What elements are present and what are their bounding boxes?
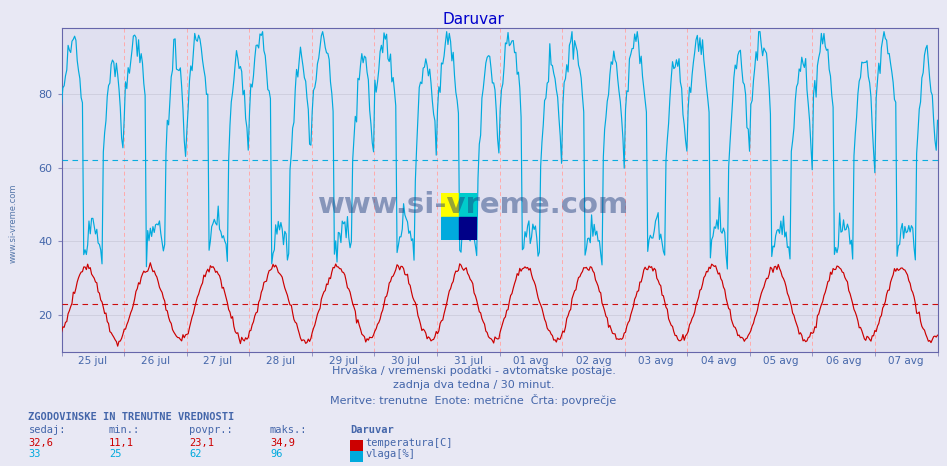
Text: www.si-vreme.com: www.si-vreme.com bbox=[9, 184, 18, 263]
Text: sedaj:: sedaj: bbox=[28, 425, 66, 435]
Text: 33: 33 bbox=[28, 449, 41, 459]
Text: min.:: min.: bbox=[109, 425, 140, 435]
Bar bbox=[459, 193, 477, 217]
Text: Daruvar: Daruvar bbox=[350, 425, 394, 435]
Text: maks.:: maks.: bbox=[270, 425, 308, 435]
Text: www.si-vreme.com: www.si-vreme.com bbox=[318, 191, 629, 219]
Bar bbox=[441, 193, 459, 217]
Text: 32,6: 32,6 bbox=[28, 438, 53, 448]
Text: 11,1: 11,1 bbox=[109, 438, 134, 448]
Text: Daruvar: Daruvar bbox=[442, 12, 505, 27]
Text: vlaga[%]: vlaga[%] bbox=[366, 449, 416, 459]
Text: zadnja dva tedna / 30 minut.: zadnja dva tedna / 30 minut. bbox=[393, 380, 554, 390]
Text: Hrvaška / vremenski podatki - avtomatske postaje.: Hrvaška / vremenski podatki - avtomatske… bbox=[331, 366, 616, 377]
Text: ZGODOVINSKE IN TRENUTNE VREDNOSTI: ZGODOVINSKE IN TRENUTNE VREDNOSTI bbox=[28, 412, 235, 422]
Bar bbox=[441, 217, 459, 240]
Text: 25: 25 bbox=[109, 449, 121, 459]
Text: temperatura[C]: temperatura[C] bbox=[366, 438, 453, 448]
Text: 34,9: 34,9 bbox=[270, 438, 295, 448]
Text: 62: 62 bbox=[189, 449, 202, 459]
Text: 96: 96 bbox=[270, 449, 282, 459]
Text: 23,1: 23,1 bbox=[189, 438, 214, 448]
Bar bbox=[459, 217, 477, 240]
Text: povpr.:: povpr.: bbox=[189, 425, 233, 435]
Text: Meritve: trenutne  Enote: metrične  Črta: povprečje: Meritve: trenutne Enote: metrične Črta: … bbox=[331, 394, 616, 406]
